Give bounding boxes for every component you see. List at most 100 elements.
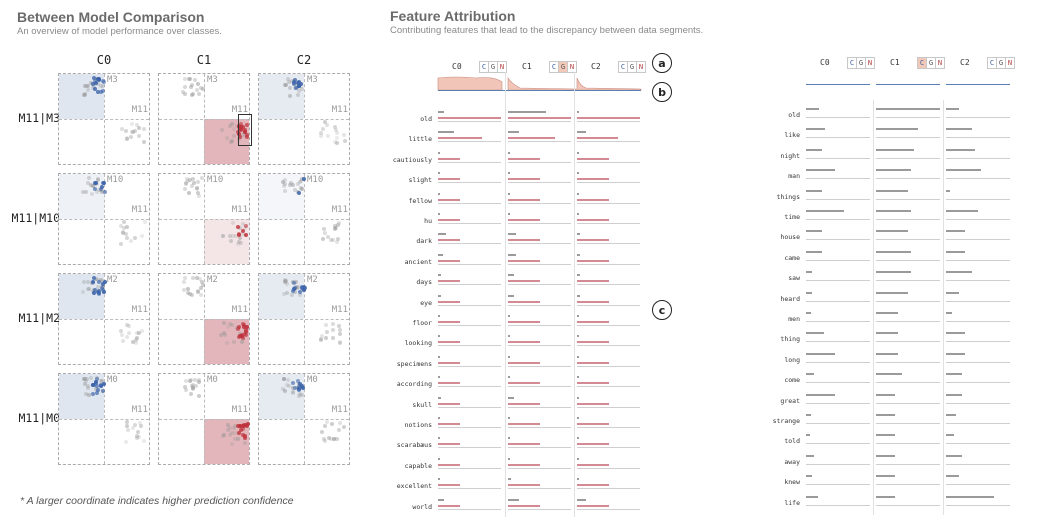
scatter-point: [291, 289, 296, 294]
column-separator: [943, 100, 944, 515]
row-baseline: [438, 386, 501, 388]
scatter-point: [327, 436, 332, 441]
attribution-bar: [806, 495, 818, 498]
scatter-point: [233, 436, 238, 441]
scatter-point: [282, 277, 287, 282]
scatter-point: [330, 421, 335, 426]
comparison-cell[interactable]: M0 M11: [258, 373, 350, 465]
row-baseline: [946, 117, 1010, 118]
cgn-chip[interactable]: N: [1005, 57, 1015, 69]
comparison-cell[interactable]: M0 M11: [58, 373, 150, 465]
row-baseline: [508, 406, 571, 408]
scatter-point: [130, 426, 135, 431]
row-baseline: [876, 300, 940, 302]
row-baseline: [876, 198, 940, 200]
scatter-point: [92, 288, 97, 293]
scatter-point: [283, 389, 288, 394]
scatter-point: [292, 81, 297, 86]
cgn-chip[interactable]: N: [497, 61, 507, 73]
scatter-point: [187, 177, 192, 182]
selection-box[interactable]: [238, 114, 252, 146]
scatter-point: [182, 279, 187, 284]
attribution-bar-red: [508, 341, 540, 344]
row-baseline: [577, 447, 640, 449]
axis-label-other-model: M0: [107, 375, 118, 385]
scatter-point: [91, 76, 96, 81]
row-baseline: [806, 443, 870, 445]
comparison-cell[interactable]: M10 M11: [58, 173, 150, 265]
attribution-bar: [806, 148, 822, 151]
row-baseline: [946, 341, 1010, 343]
attribution-bar-red: [508, 219, 540, 221]
panel1-column-header: C1: [522, 62, 532, 71]
scatter-point: [101, 388, 106, 393]
attribution-bar-gray: [508, 355, 510, 358]
scatter-point: [137, 421, 142, 426]
row-baseline: [806, 300, 870, 302]
scatter-point: [200, 87, 205, 92]
comparison-cell[interactable]: M2 M11: [58, 273, 150, 365]
scatter-point: [125, 420, 130, 425]
comparison-cell[interactable]: M3 M11: [158, 73, 252, 165]
attribution-bar-red: [508, 198, 540, 201]
row-label: M11|M3: [18, 111, 60, 125]
row-baseline: [946, 157, 1010, 159]
scatter-point: [134, 122, 139, 127]
scatter-point: [243, 332, 248, 337]
attribution-bar-gray: [508, 151, 510, 154]
comparison-cell[interactable]: M10 M11: [158, 173, 250, 265]
scatter-point: [291, 183, 296, 188]
comparison-cell[interactable]: M10 M11: [258, 173, 350, 265]
scatter-point: [192, 181, 197, 186]
scatter-point: [95, 387, 100, 392]
scatter-point: [142, 140, 147, 145]
scatter-point: [302, 284, 307, 289]
comparison-cell[interactable]: M3 M11: [258, 73, 350, 165]
comparison-cell[interactable]: M2 M11: [258, 273, 350, 365]
attribution-bar-red: [577, 117, 640, 119]
attribution-bar: [876, 495, 896, 498]
scatter-point: [86, 392, 91, 397]
cgn-chip[interactable]: N: [567, 61, 577, 73]
row-baseline: [946, 137, 1010, 139]
scatter-point: [84, 377, 89, 382]
header-baseline: [876, 84, 940, 85]
attribution-bar-gray: [438, 376, 440, 379]
cgn-chip[interactable]: N: [636, 61, 646, 73]
scatter-point: [190, 382, 195, 387]
row-baseline: [508, 223, 571, 224]
attribution-bar: [806, 434, 810, 437]
scatter-point: [129, 129, 134, 134]
scatter-point: [96, 284, 101, 289]
scatter-point: [141, 127, 146, 132]
axis-label-base-model: M11: [331, 205, 348, 215]
cgn-chip[interactable]: N: [935, 57, 945, 69]
attribution-bar-gray: [577, 172, 579, 175]
row-baseline: [806, 259, 870, 261]
attribution-bar-gray: [577, 111, 579, 113]
row-baseline: [876, 504, 940, 506]
comparison-cell[interactable]: M0 M11: [158, 373, 250, 465]
scatter-point: [90, 191, 95, 196]
feature-label: excellent: [396, 482, 432, 491]
comparison-cell[interactable]: M3 M11: [58, 73, 150, 165]
scatter-point: [184, 177, 189, 182]
scatter-point: [199, 285, 204, 290]
comparison-cell[interactable]: M2 M11: [158, 273, 250, 365]
scatter-point: [290, 390, 295, 395]
row-baseline: [438, 447, 501, 449]
scatter-point: [238, 126, 243, 131]
scatter-point: [119, 329, 124, 334]
scatter-point: [133, 128, 138, 133]
attribution-bar-red: [438, 280, 461, 283]
scatter-point: [235, 437, 240, 442]
scatter-point: [326, 235, 330, 240]
scatter-point: [221, 432, 226, 437]
cgn-chip[interactable]: N: [865, 57, 875, 69]
